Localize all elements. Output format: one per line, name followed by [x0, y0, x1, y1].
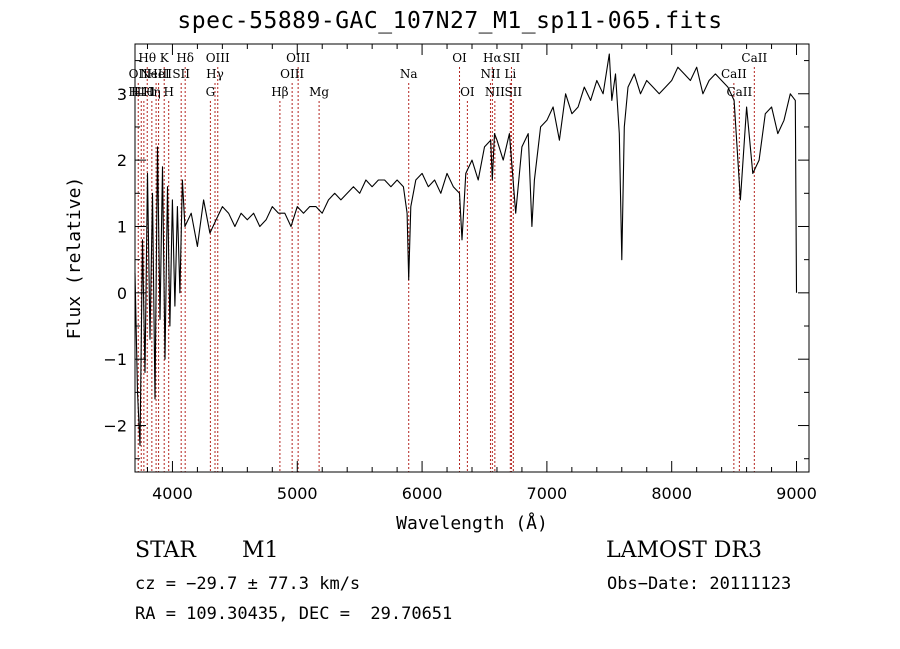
spectral-line-label: Hδ [176, 51, 194, 65]
x-tick-label: 7000 [527, 484, 568, 503]
spectral-line-label: Hα [483, 51, 502, 65]
y-axis: −2 −1 0 1 2 3 [103, 60, 809, 460]
spectral-line-label: OI [452, 51, 467, 65]
spectral-line-label: NII [480, 67, 500, 81]
spectral-line-label: K [160, 51, 170, 65]
observation-date: Obs−Date: 20111123 [607, 574, 792, 594]
y-tick-label: 2 [117, 151, 127, 170]
spectral-line-label: CaII [741, 51, 767, 65]
spectral-line-label: H [163, 85, 173, 99]
x-tick-label: 9000 [776, 484, 817, 503]
spectral-line-label: OIII [206, 51, 230, 65]
spectral-line-label: NeIII [140, 67, 172, 81]
x-axis: 4000 5000 6000 7000 8000 9000 [146, 44, 817, 503]
plot-frame [134, 43, 810, 473]
spectral-line-label: CaII [726, 85, 752, 99]
spectral-line-label: Li [504, 67, 516, 81]
spectral-line-label: H11 [131, 85, 157, 99]
spectral-line-label: SII [172, 67, 190, 81]
survey-name: LAMOST DR3 [606, 538, 762, 563]
y-tick-label: 3 [117, 85, 127, 104]
spectral-line-label: SII [504, 85, 522, 99]
coordinates-readout: RA = 109.30435, DEC = 29.70651 [135, 604, 453, 624]
redshift-readout: cz = −29.7 ± 77.3 km/s [135, 574, 361, 594]
spectral-line-label: OI [460, 85, 475, 99]
spectral-line-label: G [206, 85, 216, 99]
x-tick-label: 4000 [152, 484, 193, 503]
y-tick-label: −1 [103, 350, 127, 369]
object-type: STAR [135, 538, 196, 563]
spectral-line-label: Mg [309, 85, 329, 99]
x-axis-label: Wavelength (Å) [396, 512, 548, 534]
spectral-line-label: CaII [721, 67, 747, 81]
spectral-line-label: Hθ [138, 51, 156, 65]
spectral-line-label: OIII [286, 51, 310, 65]
spectrum-line [134, 53, 798, 447]
y-axis-label: Flux (relative) [64, 177, 85, 340]
spectral-line-label: NII [485, 85, 505, 99]
x-tick-label: 6000 [402, 484, 443, 503]
object-class: M1 [242, 538, 279, 563]
spectral-line-label: Hβ [271, 85, 288, 99]
spectral-line-labels: OIIH10H11HθHηNeIIIHeIKHSIIHδGHγOIIIHβOII… [128, 51, 767, 99]
x-tick-label: 5000 [277, 484, 318, 503]
y-tick-label: 1 [117, 217, 127, 236]
y-tick-label: 0 [117, 284, 127, 303]
spectral-line-label: Hη [143, 85, 161, 99]
y-tick-label: −2 [103, 417, 127, 436]
x-tick-label: 8000 [651, 484, 692, 503]
spectral-line-label: HeI [147, 67, 170, 81]
spectral-line-label: SII [503, 51, 521, 65]
spectral-line-label: Na [400, 67, 418, 81]
spectral-line-label: OII [129, 67, 149, 81]
spectral-line-label: Hγ [206, 67, 224, 81]
spectral-line-markers [137, 67, 755, 472]
spectral-line-label: OIII [280, 67, 304, 81]
chart-title: spec-55889-GAC_107N27_M1_sp11-065.fits [177, 8, 723, 34]
